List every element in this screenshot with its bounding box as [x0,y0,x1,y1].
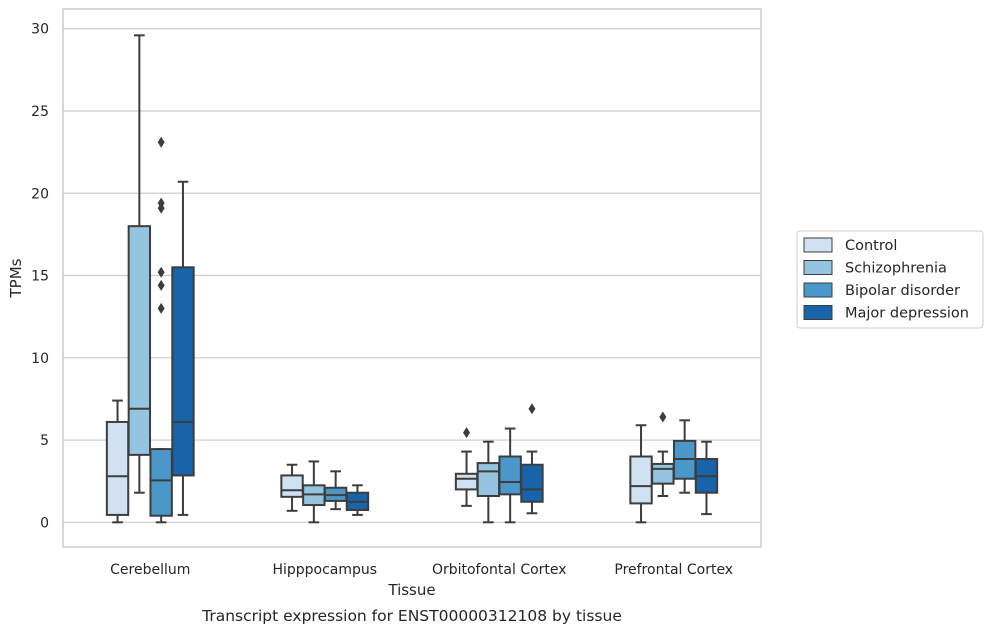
legend-swatch [803,237,833,253]
box-iqr [454,472,479,491]
box-major-depression [345,484,370,516]
box-iqr [629,455,653,505]
box-bipolar-disorder [149,136,173,524]
box-major-depression [171,180,195,516]
box-iqr [520,463,544,503]
x-tick-labels: Cerebellum Hipppocampus Orbitofontal Corte… [110,562,733,578]
x-tick-label: Prefrontal Cortex [614,562,733,578]
chart-caption: Transcript expression for ENST0000031210… [201,607,622,625]
box-bipolar-disorder [498,427,522,524]
y-axis-label: TPMs [7,258,25,298]
box-iqr [498,455,522,496]
legend-entry: Bipolar disorder [845,283,960,299]
legend: Control Schizophrenia Bipolar disorder Majo… [796,230,984,329]
legend-entry: Major depression [845,306,969,322]
y-tick-label: 5 [40,433,49,449]
box-schizophrenia [476,440,501,524]
box-iqr [651,462,675,485]
box-iqr [149,448,173,517]
x-axis-label: Tissue [387,581,435,599]
legend-entry: Schizophrenia [845,261,947,277]
y-tick-label: 30 [31,22,49,38]
outlier-point [157,136,165,148]
y-tick-label: 10 [31,351,49,367]
outlier-point [157,197,165,209]
box-control [280,463,304,512]
y-tick-label: 20 [31,186,49,202]
x-tick-label: Orbitofontal Cortex [432,562,567,578]
outlier-point [463,427,471,439]
box-iqr [105,420,130,516]
box-bipolar-disorder [672,419,697,494]
box-major-depression [520,403,544,515]
y-tick-label: 15 [31,269,49,285]
y-tick-labels: 0 5 10 15 20 25 30 [31,22,49,532]
box-control [629,424,653,524]
legend-swatch [803,282,833,298]
box-iqr [171,266,195,477]
box-iqr [127,225,152,456]
outlier-point [157,266,165,278]
y-tick-label: 25 [31,104,49,120]
outlier-point [157,279,165,291]
outlier-point [659,411,667,423]
legend-swatch [803,260,833,275]
box-schizophrenia [302,460,326,524]
box-iqr [280,474,304,498]
box-major-depression [694,440,719,516]
legend-frame [796,230,984,329]
box-series [105,34,719,524]
box-bipolar-disorder [323,470,348,511]
y-tick-label: 0 [40,515,49,531]
x-tick-label: Hipppocampus [272,562,377,578]
box-schizophrenia [651,411,675,497]
outlier-point [528,403,536,415]
box-schizophrenia [127,34,152,494]
legend-swatch [803,305,833,320]
box-iqr [476,462,501,497]
box-control [105,399,130,524]
legend-entry: Control [845,238,897,254]
plot-frame [62,8,762,548]
x-tick-label: Cerebellum [110,562,190,578]
outlier-point [157,302,165,314]
box-control [454,427,479,507]
